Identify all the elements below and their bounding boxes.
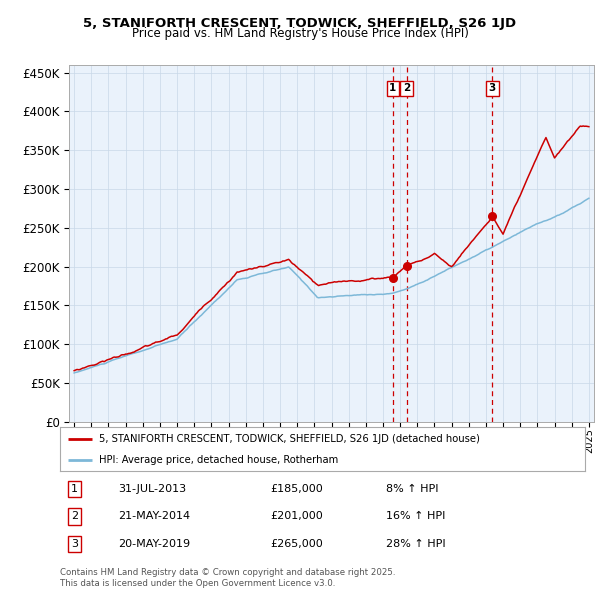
Text: 20-MAY-2019: 20-MAY-2019 — [118, 539, 190, 549]
Text: HPI: Average price, detached house, Rotherham: HPI: Average price, detached house, Roth… — [100, 455, 338, 465]
Text: 1: 1 — [389, 83, 397, 93]
Text: 21-MAY-2014: 21-MAY-2014 — [118, 512, 190, 522]
Text: 16% ↑ HPI: 16% ↑ HPI — [386, 512, 445, 522]
Text: 5, STANIFORTH CRESCENT, TODWICK, SHEFFIELD, S26 1JD (detached house): 5, STANIFORTH CRESCENT, TODWICK, SHEFFIE… — [100, 434, 480, 444]
Text: £201,000: £201,000 — [270, 512, 323, 522]
Text: £265,000: £265,000 — [270, 539, 323, 549]
Text: 8% ↑ HPI: 8% ↑ HPI — [386, 484, 438, 494]
Text: 1: 1 — [71, 484, 78, 494]
Text: 3: 3 — [71, 539, 78, 549]
Text: 28% ↑ HPI: 28% ↑ HPI — [386, 539, 445, 549]
Text: 5, STANIFORTH CRESCENT, TODWICK, SHEFFIELD, S26 1JD: 5, STANIFORTH CRESCENT, TODWICK, SHEFFIE… — [83, 17, 517, 30]
Text: Contains HM Land Registry data © Crown copyright and database right 2025.: Contains HM Land Registry data © Crown c… — [60, 568, 395, 576]
Text: £185,000: £185,000 — [270, 484, 323, 494]
Text: 2: 2 — [71, 512, 78, 522]
Text: This data is licensed under the Open Government Licence v3.0.: This data is licensed under the Open Gov… — [60, 579, 335, 588]
Text: Price paid vs. HM Land Registry's House Price Index (HPI): Price paid vs. HM Land Registry's House … — [131, 27, 469, 40]
Text: 3: 3 — [489, 83, 496, 93]
Text: 2: 2 — [403, 83, 410, 93]
Text: 31-JUL-2013: 31-JUL-2013 — [118, 484, 186, 494]
